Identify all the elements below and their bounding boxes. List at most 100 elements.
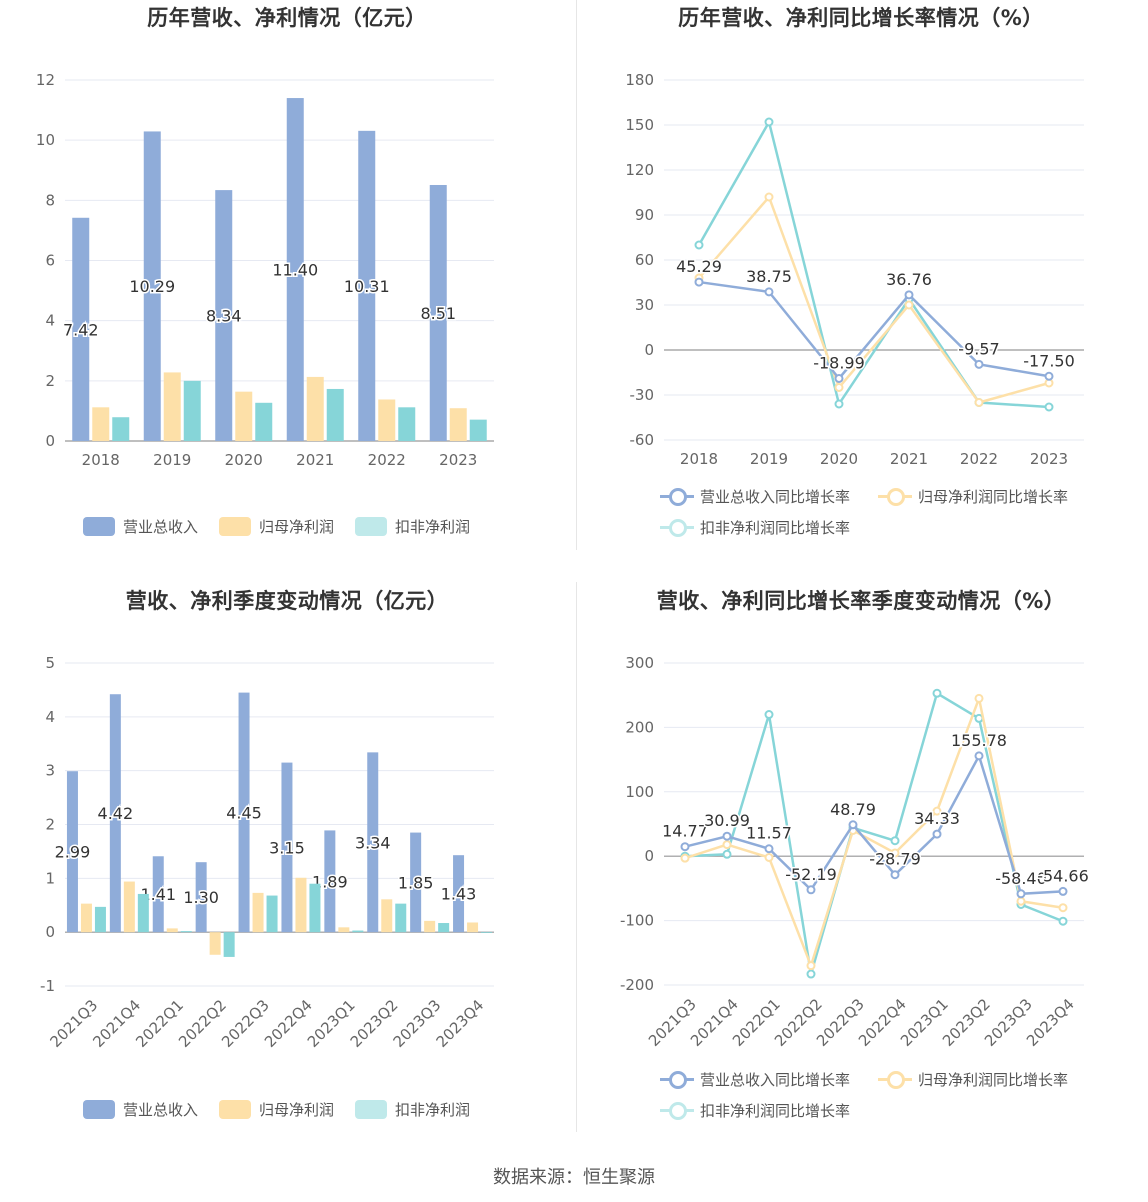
series-line xyxy=(684,752,1064,896)
data-label: 4.45 xyxy=(226,803,262,822)
y-tick-label: 30 xyxy=(635,296,654,314)
data-point xyxy=(764,117,774,127)
y-tick-label: -1 xyxy=(40,977,55,995)
legend-swatch xyxy=(660,487,694,506)
data-point xyxy=(694,277,704,287)
data-label: -52.19 xyxy=(785,865,837,884)
bar xyxy=(152,856,164,933)
data-point xyxy=(932,806,942,816)
y-tick-label: 6 xyxy=(45,252,55,270)
legend-item-deducted-profit[interactable]: 扣非净利润 xyxy=(355,1099,470,1120)
legend-swatch xyxy=(355,517,387,536)
legend-swatch xyxy=(878,1070,912,1089)
data-label: 4.42 xyxy=(98,804,134,823)
bar xyxy=(449,408,467,441)
legend-item-revenue[interactable]: 营业总收入 xyxy=(83,1099,198,1120)
data-label: 3.34 xyxy=(355,833,391,852)
bar xyxy=(281,762,293,933)
legend-swatch xyxy=(83,1100,115,1119)
bar xyxy=(381,899,393,933)
y-tick-label: 1 xyxy=(45,869,55,887)
bar xyxy=(123,881,135,933)
series-line xyxy=(697,118,1050,409)
legend-label: 营业总收入 xyxy=(123,518,199,536)
data-point xyxy=(806,885,816,895)
x-tick-label: 2018 xyxy=(680,450,718,468)
bar xyxy=(367,752,379,933)
bar xyxy=(467,922,479,933)
bar xyxy=(163,372,181,441)
bar xyxy=(252,892,264,933)
legend-item-revenue[interactable]: 营业总收入 xyxy=(83,516,198,537)
data-label: 10.29 xyxy=(129,277,175,296)
legend-label: 归母净利润 xyxy=(259,518,335,536)
bar xyxy=(80,903,92,933)
y-tick-label: -200 xyxy=(620,976,654,994)
x-tick-label: 2020 xyxy=(225,451,263,469)
bar xyxy=(469,419,487,441)
legend-swatch xyxy=(660,518,694,537)
legend-item-net-profit[interactable]: 归母净利润 xyxy=(219,1099,334,1120)
data-point xyxy=(764,844,774,854)
legend-item-deducted-profit-growth[interactable]: 扣非净利润同比增长率 xyxy=(660,1100,850,1121)
data-label: -54.66 xyxy=(1037,866,1089,885)
bar xyxy=(266,895,278,933)
data-label: 11.57 xyxy=(746,824,792,843)
x-tick-label: 2021 xyxy=(296,451,334,469)
y-tick-label: 12 xyxy=(36,71,55,89)
data-label: 1.43 xyxy=(441,885,477,904)
bar xyxy=(209,932,221,955)
legend-item-revenue-growth[interactable]: 营业总收入同比增长率 xyxy=(660,1069,850,1090)
bar xyxy=(352,930,364,933)
x-tick-label: 2022 xyxy=(368,451,406,469)
bar xyxy=(410,832,422,933)
legend-item-deducted-profit[interactable]: 扣非净利润 xyxy=(355,516,470,537)
data-point xyxy=(932,688,942,698)
data-point xyxy=(890,870,900,880)
y-tick-label: 0 xyxy=(644,341,654,359)
legend-label: 归母净利润 xyxy=(259,1101,335,1119)
data-point xyxy=(1058,903,1068,913)
legend-item-net-profit-growth[interactable]: 归母净利润同比增长率 xyxy=(878,1069,1068,1090)
bar xyxy=(66,771,78,933)
x-tick-label: 2023 xyxy=(1030,450,1068,468)
data-point xyxy=(764,287,774,297)
y-tick-label: 300 xyxy=(625,654,654,672)
data-label: 11.40 xyxy=(272,261,318,280)
data-label: 1.85 xyxy=(398,873,434,892)
legend-swatch xyxy=(660,1070,694,1089)
y-tick-label: 200 xyxy=(625,718,654,736)
legend-swatch xyxy=(219,1100,251,1119)
bar xyxy=(324,830,336,933)
bar xyxy=(166,928,178,933)
quarterly-growth-line-chart: -200-10001002003002021Q32021Q42022Q12022… xyxy=(620,654,1090,1050)
x-tick-label: 2023 xyxy=(439,451,477,469)
legend-swatch xyxy=(355,1100,387,1119)
y-tick-label: 90 xyxy=(635,206,654,224)
y-tick-label: 2 xyxy=(45,372,55,390)
panel-divider xyxy=(576,582,577,1132)
data-point xyxy=(834,399,844,409)
legend-item-net-profit[interactable]: 归母净利润 xyxy=(219,516,334,537)
data-point xyxy=(890,836,900,846)
series-line xyxy=(684,693,1064,970)
bar xyxy=(215,190,233,441)
y-tick-label: 4 xyxy=(45,312,55,330)
legend-item-deducted-profit-growth[interactable]: 扣非净利润同比增长率 xyxy=(660,517,850,538)
bar xyxy=(94,906,106,933)
legend-item-net-profit-growth[interactable]: 归母净利润同比增长率 xyxy=(878,486,1068,507)
bar xyxy=(306,376,324,441)
data-point xyxy=(722,849,732,859)
data-point xyxy=(764,852,774,862)
data-label: 30.99 xyxy=(704,811,750,830)
data-label: 155.78 xyxy=(951,731,1007,750)
quarterly-growth-panel: 营收、净利同比增长率季度变动情况（%） -200 -100 0 100 200 300 20… xyxy=(574,583,1148,1166)
y-tick-label: 3 xyxy=(45,762,55,780)
data-point xyxy=(722,831,732,841)
data-label: 3.15 xyxy=(269,838,305,857)
legend-item-revenue-growth[interactable]: 营业总收入同比增长率 xyxy=(660,486,850,507)
legend-label: 归母净利润同比增长率 xyxy=(918,488,1069,506)
y-tick-label: 5 xyxy=(45,654,55,672)
chart-title: 营收、净利季度变动情况（亿元） xyxy=(125,589,449,613)
data-point xyxy=(834,383,844,392)
